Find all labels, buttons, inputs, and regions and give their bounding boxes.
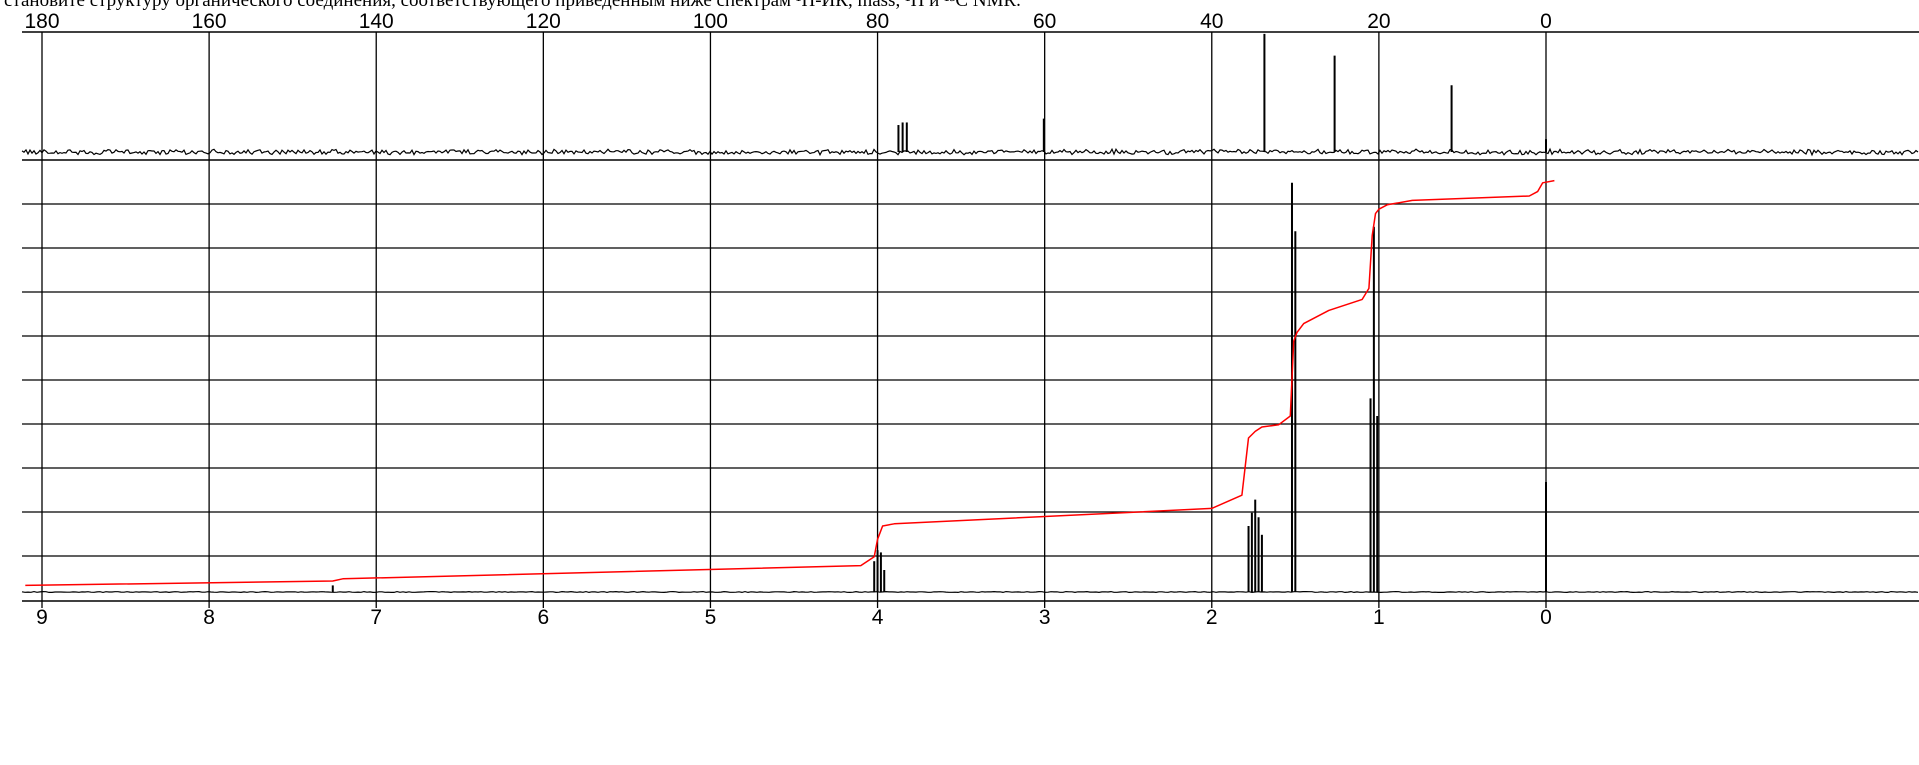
carbon-13-tick-label: 120 — [526, 10, 561, 33]
proton-peaks — [331, 182, 1547, 592]
proton-spectrum-panel: 9 8 7 6 5 4 3 2 1 0 — [21, 159, 1919, 629]
proton-tick-label: 8 — [203, 606, 215, 629]
proton-tick-label: 4 — [872, 606, 884, 629]
proton-grid — [22, 160, 1919, 608]
carbon-13-tick-label: 60 — [1033, 10, 1056, 33]
carbon-13-peaks — [897, 33, 1547, 152]
carbon-13-tick-label: 100 — [693, 10, 728, 33]
proton-spectrum-trace — [21, 590, 1919, 594]
proton-tick-label: 5 — [705, 606, 717, 629]
proton-tick-label: 2 — [1206, 606, 1218, 629]
proton-tick-label: 3 — [1039, 606, 1051, 629]
carbon-13-tick-label: 80 — [866, 10, 889, 33]
carbon-13-spectrum-trace — [21, 147, 1919, 157]
proton-tick-labels: 9 8 7 6 5 4 3 2 1 0 — [36, 606, 1552, 629]
carbon-13-spectrum-panel: 180 160 140 120 100 80 60 40 20 0 — [21, 10, 1919, 160]
proton-integral-curve — [25, 179, 1555, 587]
proton-tick-label: 0 — [1540, 606, 1552, 629]
proton-tick-label: 6 — [537, 606, 549, 629]
carbon-13-grid — [41, 32, 1547, 160]
carbon-13-tick-label: 160 — [192, 10, 227, 33]
carbon-13-tick-labels: 180 160 140 120 100 80 60 40 20 0 — [24, 10, 1551, 33]
carbon-13-tick-label: 180 — [24, 10, 59, 33]
problem-caption: становите структуру органического соедин… — [4, 0, 1021, 11]
carbon-13-tick-label: 40 — [1200, 10, 1223, 33]
carbon-13-tick-label: 20 — [1367, 10, 1390, 33]
proton-tick-label: 7 — [370, 606, 382, 629]
proton-tick-label: 1 — [1373, 606, 1385, 629]
carbon-13-tick-label: 140 — [359, 10, 394, 33]
proton-tick-label: 9 — [36, 606, 48, 629]
carbon-13-tick-label: 0 — [1540, 10, 1552, 33]
